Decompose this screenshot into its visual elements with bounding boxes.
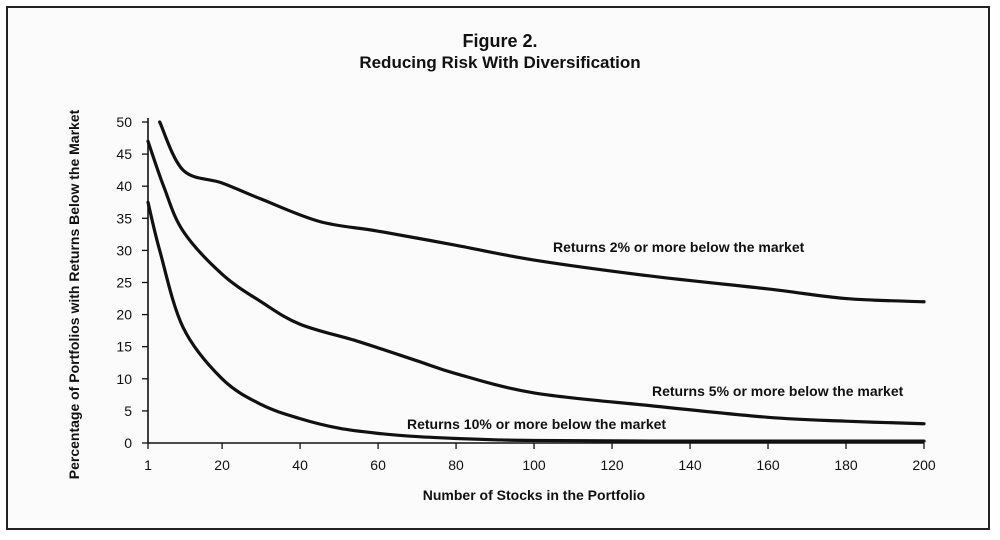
y-tick-label: 25 xyxy=(116,275,132,291)
y-tick-label: 40 xyxy=(116,178,132,194)
y-tick-label: 10 xyxy=(116,371,132,387)
x-tick-label: 20 xyxy=(214,457,230,473)
x-tick-label: 100 xyxy=(522,457,546,473)
x-axis-title: Number of Stocks in the Portfolio xyxy=(423,487,645,503)
x-tick-label: 140 xyxy=(678,457,702,473)
figure-title: Figure 2. xyxy=(462,31,538,51)
x-tick-label: 1 xyxy=(144,457,152,473)
figure-subtitle: Reducing Risk With Diversification xyxy=(359,53,641,72)
x-tick-label: 120 xyxy=(600,457,624,473)
series-label-5pct: Returns 5% or more below the market xyxy=(652,383,904,399)
x-tick-label: 160 xyxy=(756,457,780,473)
y-tick-label: 5 xyxy=(124,403,132,419)
x-tick-label: 80 xyxy=(448,457,464,473)
figure-title-block: Figure 2. Reducing Risk With Diversifica… xyxy=(0,30,1000,74)
series-label-10pct: Returns 10% or more below the market xyxy=(407,416,666,432)
y-tick-label: 20 xyxy=(116,307,132,323)
chart-series xyxy=(146,120,926,443)
chart-series-labels: Returns 2% or more below the market Retur… xyxy=(407,239,904,432)
y-tick-label: 0 xyxy=(124,435,132,451)
series-line-5pct xyxy=(146,139,926,426)
x-tick-label: 180 xyxy=(834,457,858,473)
x-tick-label: 40 xyxy=(292,457,308,473)
x-tick-label: 200 xyxy=(912,457,936,473)
y-axis-title: Percentage of Portfolios with Returns Be… xyxy=(66,109,82,479)
series-line-2pct xyxy=(158,120,926,304)
y-tick-label: 45 xyxy=(116,146,132,162)
y-tick-label: 35 xyxy=(116,210,132,226)
y-tick-label: 50 xyxy=(116,114,132,130)
y-tick-label: 30 xyxy=(116,242,132,258)
y-tick-label: 15 xyxy=(116,339,132,355)
series-line-10pct xyxy=(146,200,926,443)
series-label-2pct: Returns 2% or more below the market xyxy=(553,239,805,255)
x-tick-label: 60 xyxy=(370,457,386,473)
